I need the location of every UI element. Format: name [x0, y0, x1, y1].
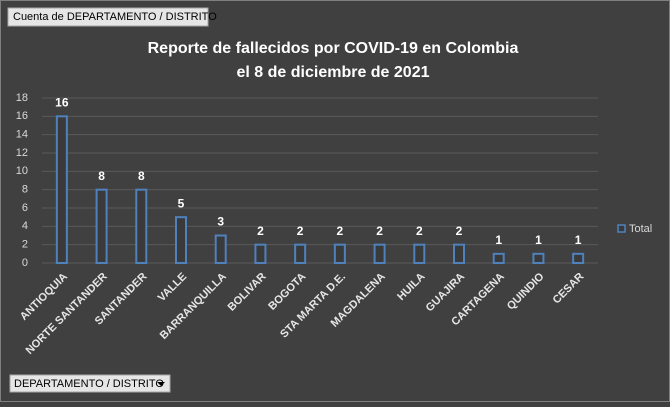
- value-label: 5: [178, 196, 185, 210]
- value-label: 2: [456, 224, 463, 238]
- legend-label: Total: [629, 223, 652, 235]
- y-tick-label: 2: [22, 239, 28, 251]
- bar: [214, 234, 227, 264]
- y-tick-label: 4: [22, 220, 28, 232]
- axis-field-button[interactable]: DEPARTAMENTO / DISTRITO: [9, 374, 171, 393]
- bar: [254, 243, 267, 265]
- value-label: 1: [535, 233, 542, 247]
- values-field-button[interactable]: Cuenta de DEPARTAMENTO / DISTRITO: [7, 7, 217, 27]
- bar: [333, 243, 346, 265]
- bar: [413, 243, 426, 265]
- value-label: 2: [337, 224, 344, 238]
- value-label: 3: [217, 215, 224, 229]
- bar: [572, 252, 585, 264]
- bar: [175, 216, 187, 265]
- chart-subtitle: el 8 de diciembre de 2021: [237, 64, 430, 81]
- value-label: 2: [297, 224, 304, 238]
- bar: [95, 188, 108, 265]
- bar: [55, 115, 68, 265]
- y-tick-label: 16: [16, 110, 28, 122]
- value-label: 1: [575, 233, 582, 247]
- y-tick-label: 18: [16, 92, 28, 104]
- legend-swatch: [617, 224, 626, 233]
- bar: [135, 188, 148, 265]
- y-tick-label: 14: [16, 129, 28, 141]
- value-label: 8: [138, 169, 145, 183]
- bar: [532, 252, 545, 264]
- y-tick-label: 6: [22, 202, 28, 214]
- y-tick-label: 12: [16, 147, 28, 159]
- value-label: 2: [257, 224, 264, 238]
- chart-title: Reporte de fallecidos por COVID-19 en Co…: [148, 40, 519, 57]
- button-label: Cuenta de DEPARTAMENTO / DISTRITO: [13, 11, 217, 23]
- bar: [453, 243, 465, 265]
- button-box: [7, 7, 209, 27]
- value-label: 8: [98, 169, 105, 183]
- button-label: DEPARTAMENTO / DISTRITO: [14, 378, 164, 390]
- value-label: 2: [376, 224, 383, 238]
- bar: [492, 252, 505, 264]
- value-label: 1: [495, 233, 502, 247]
- value-label: 16: [55, 96, 69, 110]
- value-label: 2: [416, 224, 423, 238]
- bar: [373, 243, 386, 265]
- button-box: [9, 374, 171, 393]
- bar: [294, 243, 307, 265]
- dropdown-arrow: [157, 382, 165, 386]
- y-tick-label: 8: [22, 184, 28, 196]
- y-tick-label: 0: [22, 257, 28, 269]
- y-tick-label: 10: [16, 165, 28, 177]
